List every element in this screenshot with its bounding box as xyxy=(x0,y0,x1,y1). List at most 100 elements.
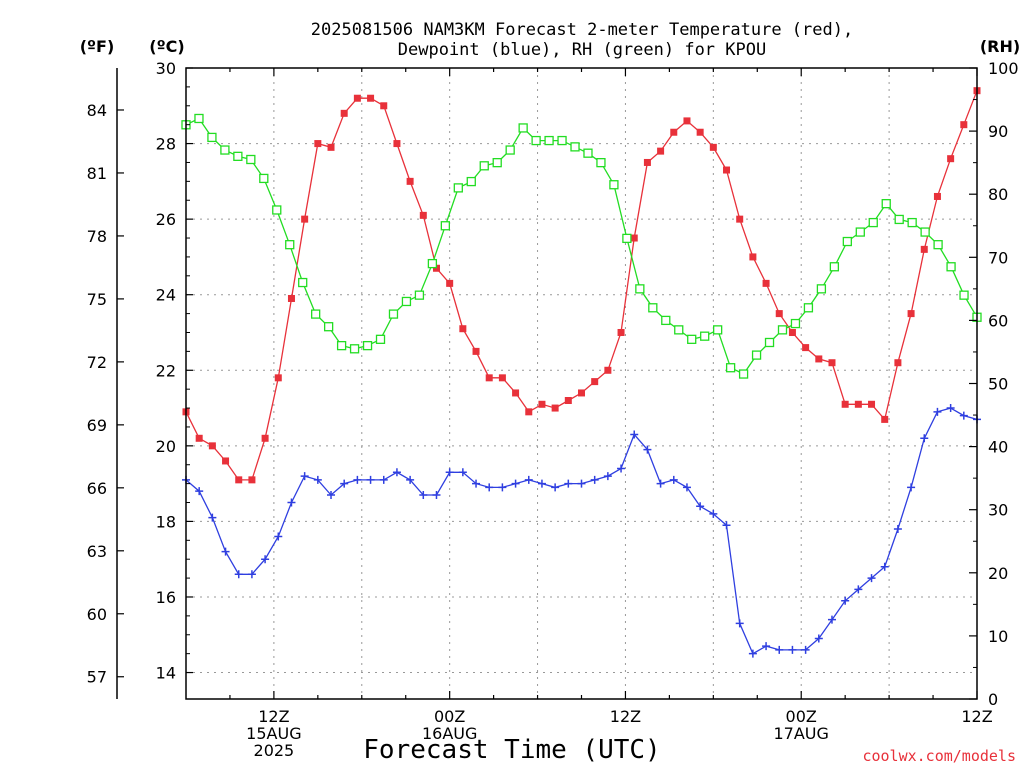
data-point xyxy=(617,328,625,336)
data-point xyxy=(544,135,554,146)
celsius-tick-label: 28 xyxy=(156,135,176,154)
data-point xyxy=(828,359,836,367)
data-point xyxy=(788,328,796,336)
data-point xyxy=(590,475,599,484)
data-point xyxy=(764,337,775,348)
data-point xyxy=(323,322,334,332)
data-point xyxy=(722,521,731,530)
data-point xyxy=(591,378,599,386)
data-point xyxy=(893,524,902,533)
data-point xyxy=(947,155,955,163)
data-point xyxy=(336,340,347,351)
data-point xyxy=(854,585,863,594)
data-point xyxy=(362,340,373,351)
data-point xyxy=(907,483,916,492)
data-point xyxy=(453,183,463,193)
data-point xyxy=(498,483,507,492)
data-point xyxy=(406,177,414,185)
data-point xyxy=(687,334,697,344)
fahrenheit-tick-label: 69 xyxy=(87,416,107,435)
data-point xyxy=(570,142,580,152)
data-point xyxy=(880,562,889,571)
data-point xyxy=(682,483,691,492)
data-point xyxy=(933,240,943,250)
data-point xyxy=(551,404,559,412)
data-point xyxy=(920,245,928,253)
data-point xyxy=(603,472,612,481)
data-point xyxy=(829,262,840,272)
fahrenheit-tick-label: 66 xyxy=(87,479,107,498)
celsius-tick-label: 16 xyxy=(156,588,176,607)
data-point xyxy=(867,574,876,583)
data-point xyxy=(657,147,665,155)
data-point xyxy=(414,290,425,300)
data-point xyxy=(881,415,889,423)
data-point xyxy=(248,476,256,484)
data-point xyxy=(392,468,401,477)
fahrenheit-tick-label: 75 xyxy=(87,290,107,309)
data-point xyxy=(518,123,528,133)
data-point xyxy=(208,442,216,450)
data-point xyxy=(380,102,388,110)
data-point xyxy=(207,132,217,143)
fahrenheit-tick-label: 78 xyxy=(87,227,107,246)
data-point xyxy=(311,309,321,319)
rh-tick-label: 90 xyxy=(988,122,1008,141)
data-point xyxy=(933,192,941,200)
data-point xyxy=(656,479,665,488)
data-point xyxy=(946,404,955,413)
data-point xyxy=(445,468,454,477)
series-line xyxy=(185,407,978,655)
data-point xyxy=(827,615,836,624)
data-point xyxy=(735,619,744,628)
data-point xyxy=(920,434,929,443)
data-point xyxy=(511,479,520,488)
data-point xyxy=(630,430,639,439)
data-point xyxy=(479,161,489,171)
x-tick-label: 15AUG xyxy=(246,724,301,743)
data-point xyxy=(583,148,593,158)
rh-tick-label: 50 xyxy=(988,375,1008,394)
data-point xyxy=(427,258,438,269)
x-tick-label: 2025 xyxy=(254,741,295,760)
x-tick-label: 00Z xyxy=(434,707,465,726)
data-point xyxy=(195,487,204,496)
data-point xyxy=(617,464,626,473)
data-point xyxy=(551,483,560,492)
data-point xyxy=(960,121,968,129)
data-point xyxy=(349,344,360,354)
x-tick-label: 16AUG xyxy=(422,724,477,743)
credit-text: coolwx.com/models xyxy=(862,747,1016,765)
chart-title-line1: 2025081506 NAM3KM Forecast 2-meter Tempe… xyxy=(311,20,853,40)
data-point xyxy=(577,479,586,488)
x-tick-label: 12Z xyxy=(961,707,992,726)
data-point xyxy=(340,109,348,117)
data-point xyxy=(261,434,269,442)
data-point xyxy=(842,236,852,247)
data-point xyxy=(221,547,230,556)
celsius-tick-label: 26 xyxy=(156,210,176,229)
data-point xyxy=(406,475,415,484)
data-point xyxy=(777,325,788,335)
data-point xyxy=(247,570,256,579)
data-point xyxy=(222,457,230,465)
data-point xyxy=(674,325,684,335)
gridlines xyxy=(186,68,977,699)
data-point xyxy=(367,94,375,102)
data-point xyxy=(696,128,704,136)
rh-tick-label: 20 xyxy=(988,564,1008,583)
data-point xyxy=(485,483,494,492)
data-point xyxy=(609,180,619,190)
data-point xyxy=(564,479,573,488)
rh-tick-label: 70 xyxy=(988,248,1008,267)
fahrenheit-unit-label: (ºF) xyxy=(80,37,115,56)
data-point xyxy=(696,502,705,511)
data-point xyxy=(801,645,810,654)
data-point xyxy=(683,117,691,125)
data-point xyxy=(648,303,658,313)
data-point xyxy=(440,221,450,231)
data-point xyxy=(327,143,335,151)
data-point xyxy=(233,151,243,161)
data-point xyxy=(272,205,282,215)
